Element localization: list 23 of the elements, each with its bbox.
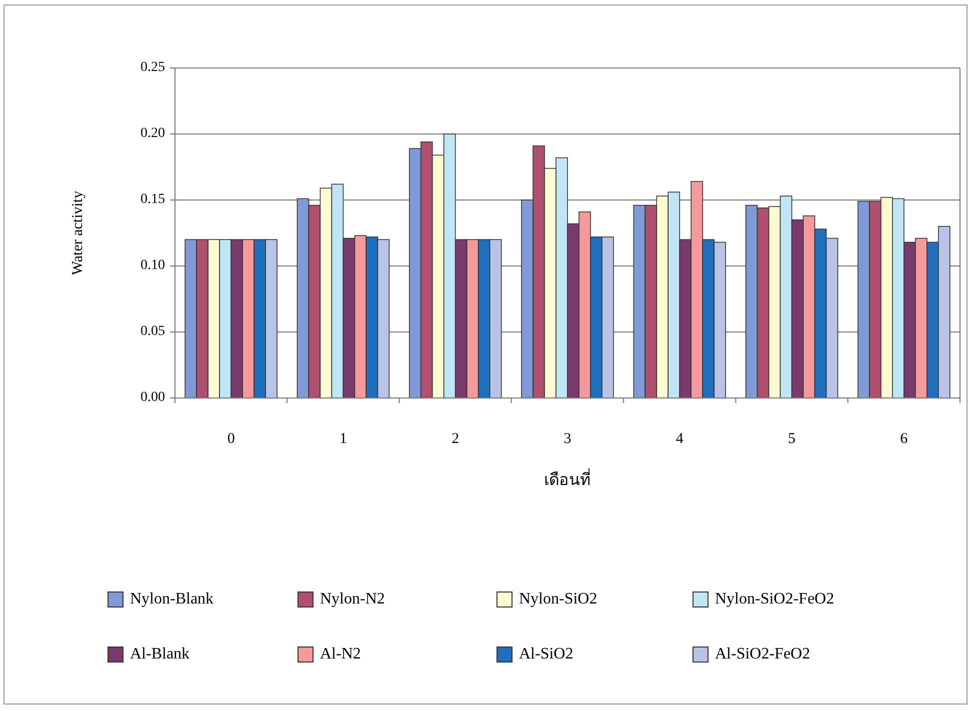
y-tick-label: 0.20	[140, 126, 165, 142]
x-axis-title: เดือนที่	[544, 468, 591, 489]
x-tick-label: 5	[788, 431, 796, 447]
x-tick-label: 6	[900, 431, 908, 447]
x-tick-label: 4	[676, 431, 684, 447]
legend-label: Al-SiO2	[519, 646, 574, 663]
y-tick-label: 0.05	[140, 324, 165, 340]
y-tick-label: 0.25	[140, 60, 165, 76]
legend-label: Nylon-SiO2	[519, 590, 598, 608]
legend-label: Al-SiO2-FeO2	[715, 646, 810, 663]
legend-label: Al-N2	[320, 646, 361, 663]
x-tick-label: 1	[339, 431, 347, 447]
legend-label: Nylon-N2	[320, 590, 385, 608]
x-tick-label: 2	[452, 431, 460, 447]
legend-label: Al-Blank	[130, 646, 190, 663]
y-tick-label: 0.15	[140, 192, 165, 208]
y-axis-title: Water activity	[70, 190, 86, 276]
y-tick-label: 0.00	[140, 390, 165, 406]
x-tick-label: 3	[564, 431, 572, 447]
legend-label: Nylon-Blank	[130, 590, 214, 608]
x-tick-label: 0	[227, 431, 235, 447]
legend-label: Nylon-SiO2-FeO2	[715, 590, 834, 608]
y-tick-label: 0.10	[140, 258, 165, 274]
